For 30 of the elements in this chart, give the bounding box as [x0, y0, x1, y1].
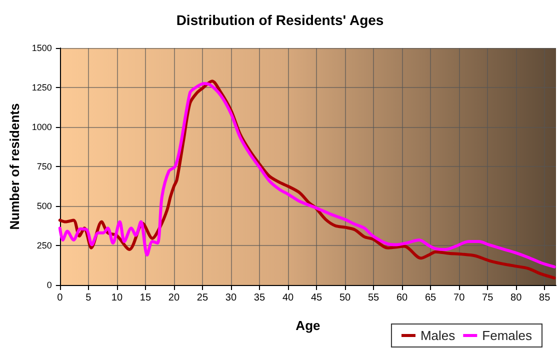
x-tick-label: 75 [482, 292, 494, 304]
y-tick-label: 1250 [32, 82, 52, 92]
x-tick-label: 80 [510, 292, 522, 304]
x-tick-label: 35 [254, 292, 266, 304]
legend-label: Females [482, 328, 532, 343]
x-tick-label: 15 [140, 292, 152, 304]
x-tick-label: 70 [454, 292, 466, 304]
chart-title: Distribution of Residents' Ages [176, 12, 384, 28]
x-tick-label: 10 [111, 292, 123, 304]
x-tick-label: 30 [225, 292, 237, 304]
legend-label: Males [420, 328, 456, 343]
x-tick-label: 0 [57, 292, 64, 304]
x-axis-title: Age [296, 318, 320, 333]
y-tick-label: 1000 [32, 122, 52, 132]
y-tick-label: 750 [36, 162, 52, 172]
x-tick-label: 60 [396, 292, 408, 304]
y-tick-label: 500 [36, 201, 52, 211]
y-axis-title: Number of residents [7, 103, 22, 230]
y-tick-label: 1500 [32, 43, 52, 53]
x-tick-label: 45 [310, 292, 323, 304]
x-tick-label: 50 [339, 292, 352, 304]
x-tick-label: 40 [282, 292, 294, 304]
x-tick-label: 5 [86, 292, 92, 304]
x-tick-label: 85 [539, 292, 551, 304]
y-tick-label: 0 [46, 280, 52, 290]
x-tick-label: 65 [424, 292, 437, 304]
x-tick-label: 25 [196, 292, 208, 304]
x-tick-label: 20 [168, 292, 180, 304]
y-tick-label: 250 [36, 240, 52, 250]
x-tick-label: 55 [368, 292, 380, 304]
